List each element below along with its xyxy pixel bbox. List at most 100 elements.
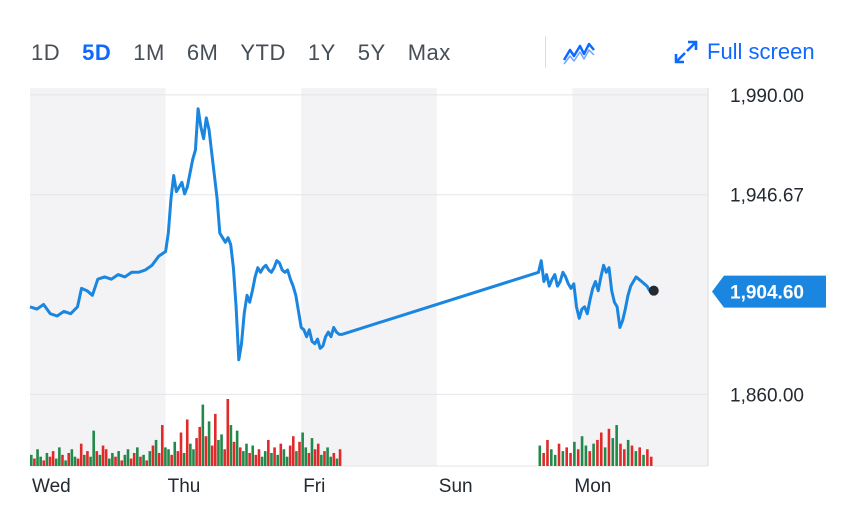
volume-bar <box>182 452 186 466</box>
volume-bar <box>557 443 561 466</box>
range-tab-1d[interactable]: 1D <box>31 40 61 65</box>
volume-bar <box>607 428 611 466</box>
volume-bar <box>310 438 314 466</box>
volume-bar <box>603 447 607 466</box>
volume-bar <box>634 451 638 466</box>
volume-bar <box>223 449 226 466</box>
volume-bar <box>335 458 339 466</box>
volume-bar <box>270 452 273 466</box>
last-price-label: 1,904.60 <box>730 283 804 304</box>
fullscreen-button[interactable]: Full screen <box>673 36 815 68</box>
range-tab-6m[interactable]: 6M <box>186 40 219 65</box>
price-tag <box>712 275 826 308</box>
y-tick-label: 1,860.00 <box>730 385 804 406</box>
volume-bar <box>235 430 239 466</box>
volume-bar <box>580 436 584 466</box>
volume-bar <box>120 460 124 466</box>
x-tick-label: Wed <box>32 476 71 497</box>
range-tab-ytd[interactable]: YTD <box>240 40 286 65</box>
volume-bar <box>611 438 615 466</box>
volume-bar <box>64 460 67 466</box>
range-tab-5d[interactable]: 5D <box>82 40 112 65</box>
volume-bar <box>67 452 71 466</box>
range-tab-max[interactable]: Max <box>407 40 451 65</box>
volume-bar <box>157 452 161 466</box>
volume-bar <box>136 447 139 466</box>
volume-bar <box>101 445 105 466</box>
volume-bar <box>301 432 304 466</box>
x-tick-label: Sun <box>439 476 473 497</box>
volume-bar <box>98 454 102 466</box>
volume-bar <box>232 441 236 466</box>
volume-bar <box>276 454 279 466</box>
volume-bar <box>111 452 114 466</box>
volume-bar <box>92 430 95 466</box>
volume-bar <box>51 451 55 466</box>
volume-bar <box>48 456 52 466</box>
range-selector: 1D 5D 1M 6M YTD 1Y 5Y Max <box>20 30 462 76</box>
volume-bar <box>198 426 202 466</box>
range-tab-1y[interactable]: 1Y <box>307 40 336 65</box>
volume-bar <box>573 441 576 466</box>
volume-bar <box>592 443 595 466</box>
volume-bar <box>210 445 214 466</box>
volume-bar <box>95 451 99 466</box>
volume-bar <box>316 443 320 466</box>
volume-bar <box>538 445 542 466</box>
range-tab-5y[interactable]: 5Y <box>357 40 386 65</box>
volume-bar <box>39 456 42 466</box>
volume-bar <box>260 456 264 466</box>
line-chart-icon[interactable] <box>561 38 597 66</box>
volume-bar <box>189 443 192 466</box>
volume-bar <box>104 449 108 466</box>
volume-bar <box>588 451 592 466</box>
volume-bar <box>126 449 130 466</box>
volume-bar <box>132 452 136 466</box>
volume-bar <box>173 441 177 466</box>
volume-bar <box>123 454 127 466</box>
volume-bar <box>550 449 553 466</box>
range-tab-1m[interactable]: 1M <box>133 40 165 65</box>
volume-bar <box>167 449 170 466</box>
volume-bar <box>282 449 286 466</box>
x-tick-label: Fri <box>303 476 325 497</box>
volume-bar <box>83 454 86 466</box>
volume-bar <box>170 454 173 466</box>
volume-bar <box>615 425 618 466</box>
volume-bar <box>164 447 167 466</box>
volume-bar <box>242 451 245 466</box>
volume-bar <box>561 451 565 466</box>
volume-bar <box>79 443 83 466</box>
volume-bar <box>646 449 649 466</box>
volume-bar <box>329 456 333 466</box>
x-tick-label: Mon <box>574 476 611 497</box>
volume-bar <box>245 443 248 466</box>
day-band <box>30 88 166 466</box>
volume-bar <box>569 452 572 466</box>
volume-bar <box>267 439 270 466</box>
volume-bar <box>45 452 49 466</box>
volume-bar <box>207 421 211 466</box>
volume-bar <box>129 458 133 466</box>
volume-bar <box>320 454 323 466</box>
volume-bar <box>76 458 80 466</box>
volume-bar <box>542 452 545 466</box>
volume-bar <box>599 432 603 466</box>
volume-bar <box>285 456 289 466</box>
volume-bar <box>160 425 164 466</box>
volume-bar <box>73 456 77 466</box>
volume-bar <box>148 451 152 466</box>
volume-bar <box>291 436 295 466</box>
fullscreen-label: Full screen <box>707 39 815 64</box>
volume-bar <box>114 456 117 466</box>
volume-bar <box>220 434 223 466</box>
volume-bar <box>229 425 233 466</box>
volume-bar <box>254 454 258 466</box>
volume-bar <box>279 443 283 466</box>
day-band <box>301 88 437 466</box>
volume-bar <box>307 452 311 466</box>
volume-bar <box>546 439 549 466</box>
volume-bar <box>86 451 89 466</box>
volume-bar <box>61 454 64 466</box>
